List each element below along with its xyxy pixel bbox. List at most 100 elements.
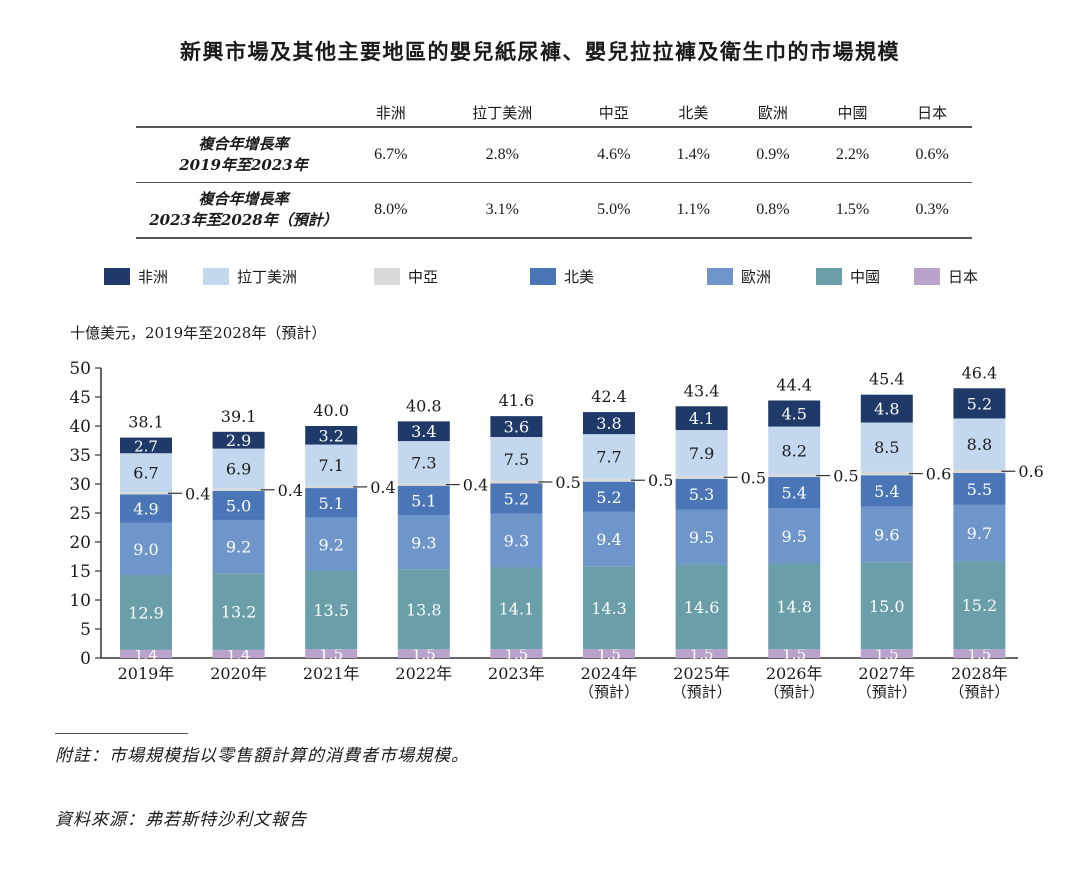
bar-segment-5 (675, 430, 728, 476)
bar-segment-6 (212, 431, 265, 449)
bar-segment-2 (583, 511, 635, 567)
data-label: 9.3 (411, 533, 436, 552)
y-tick-label: 0 (80, 649, 91, 669)
bar-segment-6 (490, 416, 543, 438)
bar-segment-5 (860, 422, 913, 472)
bar-segment-4 (953, 469, 1006, 473)
bar-segment-2 (397, 515, 450, 570)
y-tick-label: 25 (69, 504, 91, 524)
cagr-row-label-line2: 2023年至2028年（預計） (149, 211, 338, 229)
bar-segment-3 (768, 477, 821, 509)
legend-swatch (203, 268, 229, 285)
data-label: 9.5 (689, 528, 714, 547)
cagr-header-cell: 歐洲 (733, 98, 813, 128)
data-label: 0.6 (926, 465, 951, 484)
legend-swatch (104, 268, 130, 285)
x-tick-label: 2024年 (581, 664, 638, 683)
data-label: 0.5 (555, 473, 580, 492)
bar-segment-2 (490, 513, 543, 568)
cagr-cell: 5.0% (573, 182, 654, 239)
data-label: 4.9 (133, 500, 158, 519)
data-label: 3.8 (596, 414, 621, 433)
data-label: 1.5 (504, 646, 528, 664)
cagr-header-cell: 非洲 (351, 98, 431, 128)
legend-swatch (707, 268, 733, 285)
bar-segment-2 (305, 517, 358, 571)
bar-segment-3 (953, 472, 1006, 505)
bar-segment-6 (397, 421, 450, 442)
bar-segment-6 (675, 406, 728, 431)
legend-swatch (816, 268, 842, 285)
bar-segment-6 (768, 400, 821, 427)
data-label: 14.8 (776, 597, 812, 616)
cagr-header-blank (136, 98, 351, 128)
data-label: 13.5 (313, 601, 349, 620)
bar-segment-5 (397, 441, 450, 484)
y-tick-label: 50 (69, 359, 91, 379)
cagr-row-label: 複合年增長率 2023年至2028年（預計） (136, 182, 351, 239)
data-label: 5.5 (967, 480, 992, 499)
x-tick-label: 2025年 (673, 664, 730, 683)
data-label: 9.4 (596, 530, 621, 549)
bar-segment-0 (675, 649, 728, 658)
bar-segment-4 (397, 483, 450, 486)
bar-segment-2 (675, 509, 728, 565)
bar-segment-3 (397, 485, 450, 516)
bar-segment-2 (212, 519, 265, 574)
bar-segment-4 (583, 478, 635, 482)
data-label: 1.5 (319, 646, 343, 664)
data-label: 14.3 (591, 599, 627, 618)
footnote-divider (55, 733, 188, 734)
x-tick-label: 2027年 (858, 664, 915, 683)
cagr-cell: 0.8% (733, 182, 813, 239)
y-tick-label: 10 (69, 591, 91, 611)
bar-segment-4 (768, 474, 821, 478)
bar-segment-5 (953, 418, 1006, 470)
total-label: 39.1 (221, 407, 257, 426)
total-label: 38.1 (128, 413, 164, 432)
cagr-header-cell: 日本 (892, 98, 972, 128)
data-label: 15.2 (962, 596, 998, 615)
legend-label: 日本 (948, 268, 979, 286)
cagr-cell: 1.1% (653, 182, 734, 239)
bar-segment-0 (212, 649, 265, 658)
data-label: 7.9 (689, 444, 714, 463)
cagr-cell: 0.3% (892, 182, 972, 239)
source-note: 資料來源：弗若斯特沙利文報告 (55, 810, 307, 830)
data-label: 4.5 (781, 405, 806, 424)
bar-segment-1 (397, 569, 450, 650)
bar-segment-0 (305, 649, 358, 658)
legend-item-latin-america: 拉丁美洲 (203, 266, 297, 287)
data-label: 7.5 (504, 450, 529, 469)
x-tick-label: 2022年 (395, 664, 452, 683)
y-tick-label: 15 (69, 562, 91, 582)
cagr-header-cell: 中國 (812, 98, 893, 128)
x-tick-label: 2023年 (488, 664, 545, 683)
bar-segment-6 (120, 437, 172, 454)
cagr-row-label-line1: 複合年增長率 (198, 135, 289, 153)
legend-label: 中亞 (408, 268, 439, 286)
footnote: 附註：市場規模指以零售額計算的消費者市場規模。 (55, 746, 469, 766)
data-label: 9.7 (967, 524, 992, 543)
bar-segment-1 (860, 562, 913, 650)
data-label: 12.9 (128, 603, 164, 622)
bar-segment-3 (120, 494, 172, 523)
data-label: 9.0 (133, 540, 158, 559)
stacked-bar-chart: 0 5 10 15 20 25 30 35 40 45 50 1.4 12.9 9.0 4.9 0.4 6.7 2… (69, 359, 1043, 701)
x-tick-sublabel: （預計） (949, 683, 1009, 701)
data-label: 1.5 (412, 646, 436, 664)
y-tick-label: 5 (80, 620, 91, 640)
cagr-cell: 3.1% (430, 182, 574, 239)
data-label: 0.5 (833, 467, 858, 486)
bar-segment-5 (583, 434, 635, 479)
data-label: 6.7 (133, 464, 158, 483)
data-label: 9.5 (781, 527, 806, 546)
chart-legend: 非洲 拉丁美洲 中亞 北美 歐洲 中國 日本 (0, 266, 1080, 290)
legend-label: 拉丁美洲 (237, 268, 298, 286)
data-label: 13.8 (406, 600, 442, 619)
data-label: 8.5 (874, 438, 899, 457)
data-label: 1.5 (782, 646, 806, 664)
bar-segment-3 (212, 490, 265, 520)
bar-segment-1 (768, 563, 821, 650)
bar-segment-0 (490, 649, 543, 658)
